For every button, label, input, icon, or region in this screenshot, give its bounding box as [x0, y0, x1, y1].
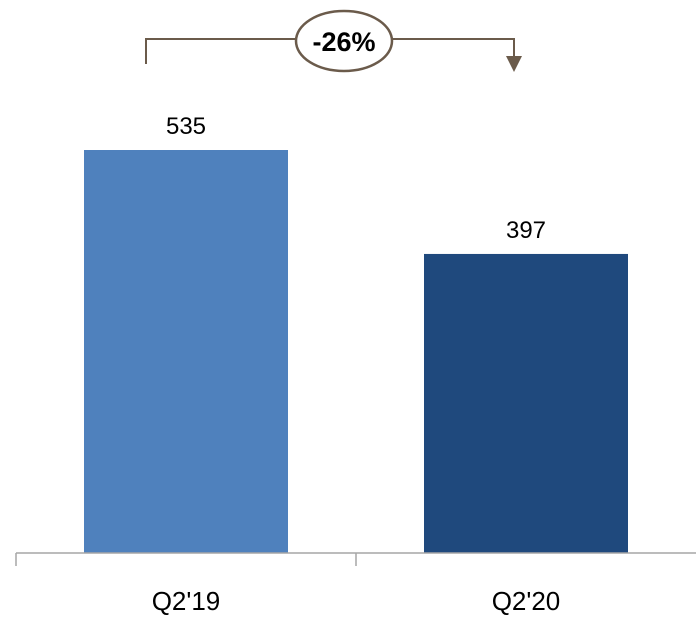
- bar-Q2'20: [424, 253, 628, 553]
- change-annotation: -26%: [145, 9, 522, 73]
- category-label-Q2'20: Q2'20: [492, 586, 561, 616]
- x-axis-ticks: [15, 553, 357, 566]
- category-labels-layer: Q2'19 Q2'20: [152, 586, 561, 616]
- change-percent-label: -26%: [312, 27, 375, 57]
- bars-layer: [84, 150, 628, 553]
- value-label-Q2'19: 535: [166, 113, 206, 140]
- change-badge: [294, 9, 394, 73]
- value-labels-layer: 535 397: [166, 113, 546, 244]
- bar-Q2'19: [84, 150, 288, 553]
- arrow-down-icon: [506, 56, 522, 72]
- category-label-Q2'19: Q2'19: [152, 586, 221, 616]
- value-label-Q2'20: 397: [506, 217, 546, 244]
